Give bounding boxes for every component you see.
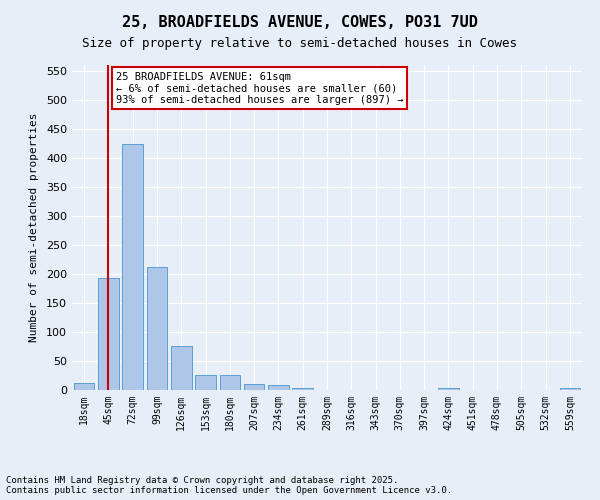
Bar — [98, 278, 119, 390]
Bar — [146, 267, 167, 390]
Text: Size of property relative to semi-detached houses in Cowes: Size of property relative to semi-detach… — [83, 38, 517, 51]
Bar — [220, 375, 240, 390]
Text: Contains public sector information licensed under the Open Government Licence v3: Contains public sector information licen… — [6, 486, 452, 495]
Text: 25, BROADFIELDS AVENUE, COWES, PO31 7UD: 25, BROADFIELDS AVENUE, COWES, PO31 7UD — [122, 15, 478, 30]
Bar — [74, 383, 94, 390]
Bar — [560, 388, 580, 390]
Text: 25 BROADFIELDS AVENUE: 61sqm
← 6% of semi-detached houses are smaller (60)
93% o: 25 BROADFIELDS AVENUE: 61sqm ← 6% of sem… — [116, 72, 403, 105]
Bar — [292, 388, 313, 390]
Bar — [268, 385, 289, 390]
Bar — [244, 384, 265, 390]
Bar — [195, 375, 216, 390]
Bar — [171, 346, 191, 390]
Text: Contains HM Land Registry data © Crown copyright and database right 2025.: Contains HM Land Registry data © Crown c… — [6, 476, 398, 485]
Bar — [438, 388, 459, 390]
Y-axis label: Number of semi-detached properties: Number of semi-detached properties — [29, 113, 39, 342]
Bar — [122, 144, 143, 390]
